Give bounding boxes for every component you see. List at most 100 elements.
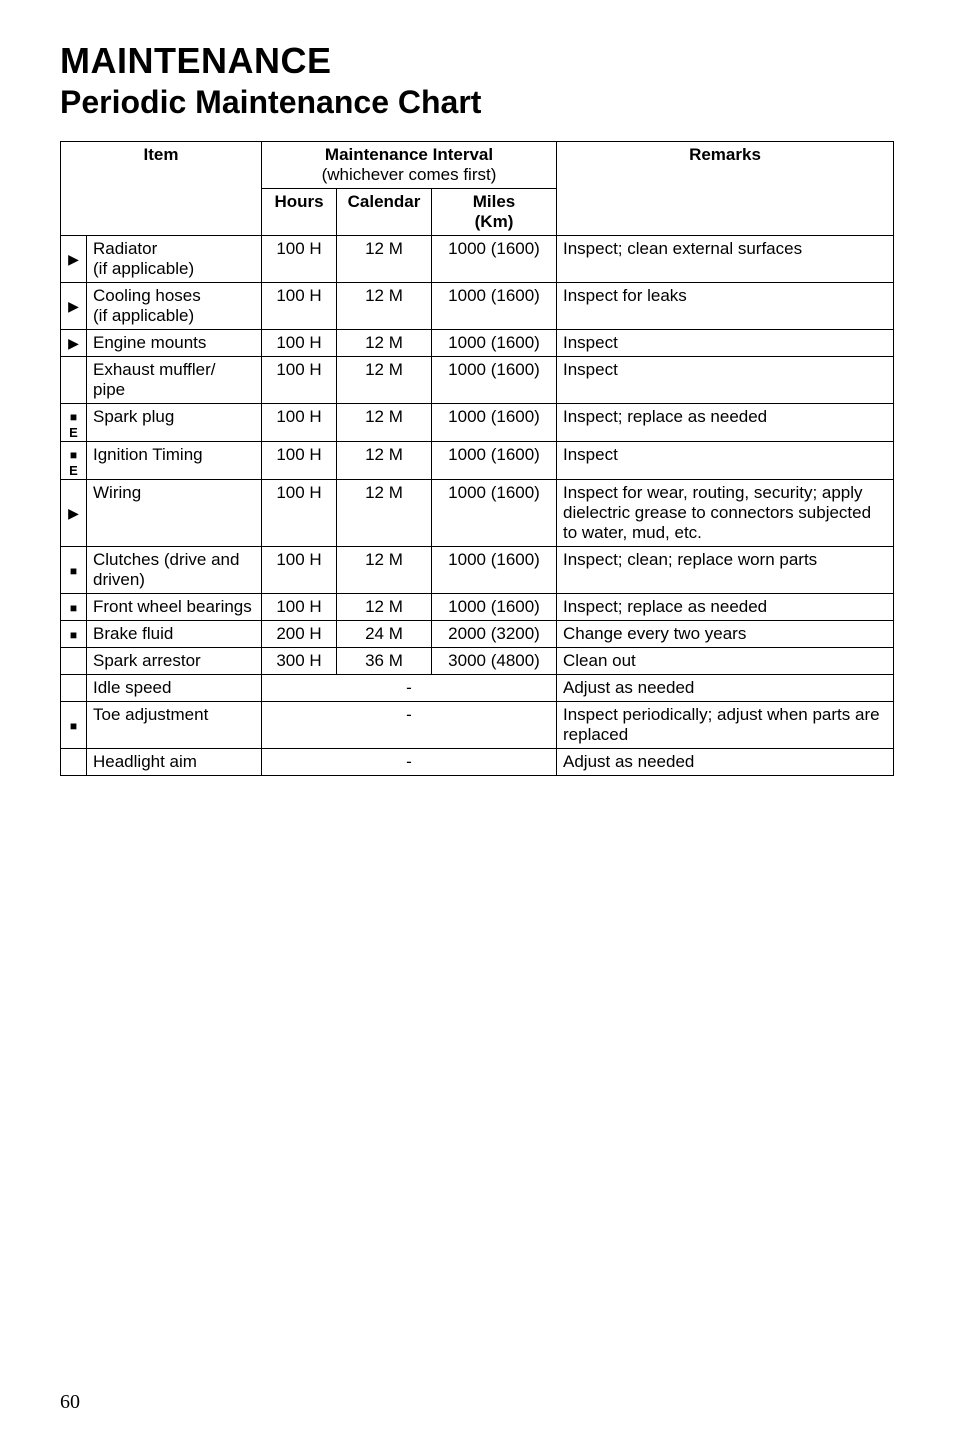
miles-cell: 1000 (1600): [432, 547, 557, 594]
remarks-cell: Clean out: [557, 648, 894, 675]
symbol-cell: ▶: [61, 480, 87, 547]
calendar-cell: 36 M: [337, 648, 432, 675]
calendar-cell: 12 M: [337, 330, 432, 357]
item-cell: Cooling hoses(if applicable): [87, 283, 262, 330]
square-icon: ■: [70, 411, 77, 423]
square-icon: ■: [70, 720, 77, 732]
symbol-cell: ▶: [61, 283, 87, 330]
remarks-cell: Inspect: [557, 330, 894, 357]
item-cell: Front wheel bearings: [87, 594, 262, 621]
maintenance-table: Item Maintenance Interval (whichever com…: [60, 141, 894, 776]
hours-cell: 100 H: [262, 330, 337, 357]
hours-cell: 100 H: [262, 283, 337, 330]
header-miles: Miles (Km): [432, 189, 557, 236]
item-cell: Wiring: [87, 480, 262, 547]
remarks-cell: Inspect for wear, routing, security; app…: [557, 480, 894, 547]
calendar-cell: 12 M: [337, 236, 432, 283]
symbol-cell: [61, 749, 87, 776]
triangle-icon: ▶: [68, 298, 79, 314]
table-row: ■Toe adjustment-Inspect periodically; ad…: [61, 702, 894, 749]
page-title-main: MAINTENANCE: [60, 40, 894, 82]
page-number: 60: [60, 1391, 80, 1414]
symbol-cell: [61, 675, 87, 702]
hours-cell: 100 H: [262, 547, 337, 594]
item-cell: Brake fluid: [87, 621, 262, 648]
symbol-cell: ■: [61, 621, 87, 648]
square-icon: ■: [70, 629, 77, 641]
item-cell: Idle speed: [87, 675, 262, 702]
e-icon: E: [61, 464, 86, 477]
remarks-cell: Inspect for leaks: [557, 283, 894, 330]
table-row: ▶Radiator(if applicable)100 H12 M1000 (1…: [61, 236, 894, 283]
remarks-cell: Inspect; replace as needed: [557, 404, 894, 442]
symbol-cell: ■: [61, 594, 87, 621]
table-row: ■Brake fluid200 H24 M2000 (3200)Change e…: [61, 621, 894, 648]
header-km-label: (Km): [438, 212, 550, 232]
table-row: ■Clutches (drive and driven)100 H12 M100…: [61, 547, 894, 594]
miles-cell: 2000 (3200): [432, 621, 557, 648]
square-icon: ■: [70, 449, 77, 461]
symbol-cell: ■: [61, 547, 87, 594]
calendar-cell: 24 M: [337, 621, 432, 648]
miles-cell: 1000 (1600): [432, 283, 557, 330]
interval-span-cell: -: [262, 675, 557, 702]
table-row: Idle speed-Adjust as needed: [61, 675, 894, 702]
table-body: ▶Radiator(if applicable)100 H12 M1000 (1…: [61, 236, 894, 776]
calendar-cell: 12 M: [337, 357, 432, 404]
table-row: ▶Wiring100 H12 M1000 (1600)Inspect for w…: [61, 480, 894, 547]
calendar-cell: 12 M: [337, 480, 432, 547]
hours-cell: 100 H: [262, 594, 337, 621]
header-item: Item: [61, 142, 262, 236]
page-title-sub: Periodic Maintenance Chart: [60, 84, 894, 121]
item-cell: Exhaust muffler/pipe: [87, 357, 262, 404]
symbol-cell: ■: [61, 702, 87, 749]
header-miles-label: Miles: [438, 192, 550, 212]
header-calendar: Calendar: [337, 189, 432, 236]
table-row: ■EIgnition Timing100 H12 M1000 (1600)Ins…: [61, 442, 894, 480]
remarks-cell: Inspect; replace as needed: [557, 594, 894, 621]
item-cell: Radiator(if applicable): [87, 236, 262, 283]
remarks-cell: Inspect: [557, 357, 894, 404]
symbol-cell: [61, 648, 87, 675]
item-cell: Ignition Timing: [87, 442, 262, 480]
table-row: ▶ Engine mounts100 H12 M1000 (1600)Inspec…: [61, 330, 894, 357]
header-interval: Maintenance Interval (whichever comes fi…: [262, 142, 557, 189]
table-row: Exhaust muffler/pipe100 H12 M1000 (1600)…: [61, 357, 894, 404]
table-row: ■ Front wheel bearings100 H12 M1000 (1600…: [61, 594, 894, 621]
item-cell: Spark arrestor: [87, 648, 262, 675]
hours-cell: 100 H: [262, 404, 337, 442]
item-cell: Engine mounts: [87, 330, 262, 357]
square-icon: ■: [70, 602, 77, 614]
interval-span-cell: -: [262, 749, 557, 776]
calendar-cell: 12 M: [337, 404, 432, 442]
remarks-cell: Inspect: [557, 442, 894, 480]
table-row: Headlight aim-Adjust as needed: [61, 749, 894, 776]
item-cell: Headlight aim: [87, 749, 262, 776]
miles-cell: 3000 (4800): [432, 648, 557, 675]
item-cell: Clutches (drive and driven): [87, 547, 262, 594]
hours-cell: 100 H: [262, 236, 337, 283]
square-icon: ■: [70, 565, 77, 577]
symbol-cell: ■E: [61, 442, 87, 480]
miles-cell: 1000 (1600): [432, 442, 557, 480]
calendar-cell: 12 M: [337, 442, 432, 480]
miles-cell: 1000 (1600): [432, 236, 557, 283]
hours-cell: 100 H: [262, 357, 337, 404]
remarks-cell: Change every two years: [557, 621, 894, 648]
remarks-cell: Adjust as needed: [557, 749, 894, 776]
symbol-cell: ▶: [61, 330, 87, 357]
miles-cell: 1000 (1600): [432, 357, 557, 404]
symbol-cell: ▶: [61, 236, 87, 283]
calendar-cell: 12 M: [337, 594, 432, 621]
symbol-cell: ■E: [61, 404, 87, 442]
triangle-icon: ▶: [68, 335, 79, 351]
table-header-row-1: Item Maintenance Interval (whichever com…: [61, 142, 894, 189]
table-row: ■ESpark plug100 H12 M1000 (1600)Inspect;…: [61, 404, 894, 442]
miles-cell: 1000 (1600): [432, 330, 557, 357]
hours-cell: 300 H: [262, 648, 337, 675]
miles-cell: 1000 (1600): [432, 594, 557, 621]
header-hours: Hours: [262, 189, 337, 236]
hours-cell: 100 H: [262, 480, 337, 547]
remarks-cell: Inspect periodically; adjust when parts …: [557, 702, 894, 749]
miles-cell: 1000 (1600): [432, 480, 557, 547]
